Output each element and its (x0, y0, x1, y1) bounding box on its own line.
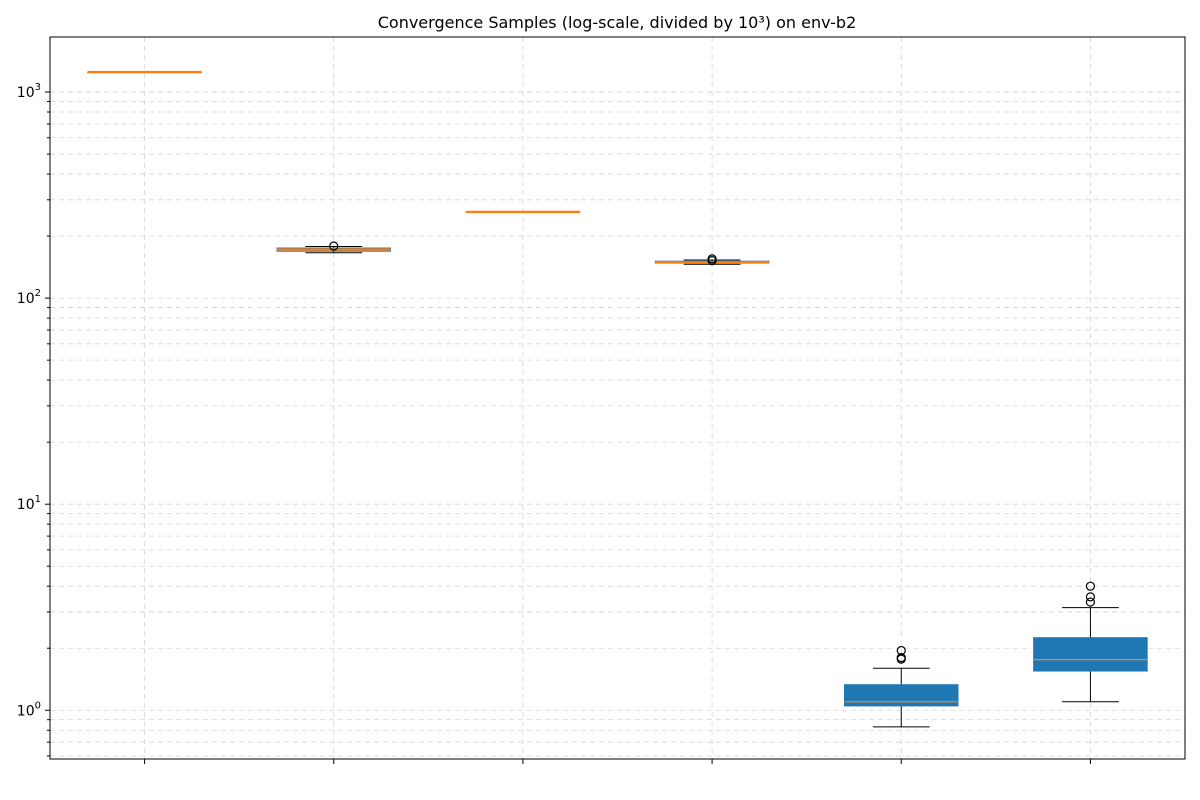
outlier-point (1085, 592, 1096, 602)
box-group (87, 70, 202, 74)
plot-frame (49, 36, 1186, 760)
y-tick-label: 101 (17, 494, 41, 513)
outlier-point (329, 241, 339, 251)
outlier-point (896, 654, 906, 664)
y-tick-label: 102 (17, 288, 41, 307)
box-iqr (844, 684, 959, 707)
grid-layer (50, 37, 1185, 759)
chart-title: Convergence Samples (log-scale, divided … (378, 13, 857, 32)
y-tick-label: 100 (17, 700, 41, 719)
outlier-point (707, 256, 717, 266)
box-group (1033, 581, 1148, 703)
box-layer (87, 70, 1148, 728)
box-group (844, 645, 959, 728)
y-tick-label: 103 (17, 82, 41, 101)
outlier-point (896, 645, 906, 656)
box-iqr (1033, 637, 1148, 672)
box-group (465, 210, 581, 214)
outlier-point (1085, 581, 1096, 591)
axis-layer: 100 101 102 103 (17, 82, 1091, 764)
outlier-point (1085, 597, 1096, 607)
box-group (276, 241, 391, 254)
box-group (654, 254, 770, 266)
